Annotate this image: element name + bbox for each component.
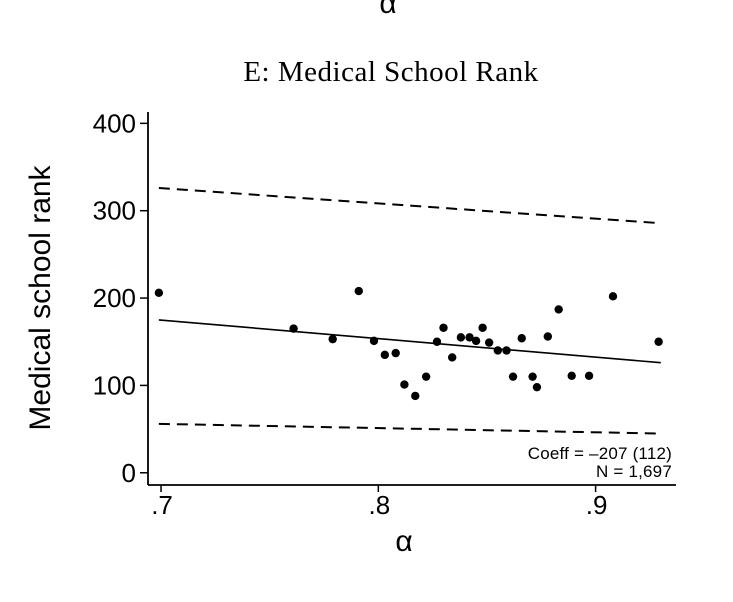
scatter-point	[456, 333, 466, 342]
x-tick-label: .7	[151, 490, 173, 520]
scatter-point	[478, 323, 487, 332]
ci-lower-line	[158, 422, 657, 435]
y-tick-label: 300	[93, 196, 136, 226]
scatter-point	[532, 382, 542, 392]
scatter-point	[608, 292, 618, 301]
scatter-point	[528, 372, 537, 381]
scatter-point	[328, 334, 337, 344]
y-tick-label: 0	[122, 458, 136, 488]
scatter-point	[465, 333, 474, 342]
scatter-point	[554, 305, 563, 314]
y-tick-label: 200	[93, 283, 136, 313]
scatter-point	[543, 332, 553, 341]
scatter-point	[502, 346, 511, 355]
x-tick-label: .8	[368, 490, 390, 520]
fit-line	[158, 319, 661, 364]
annotation-coeff: Coeff = –207 (112)	[528, 444, 672, 463]
scatter-point	[484, 338, 494, 347]
panel-title: E: Medical School Rank	[243, 56, 538, 88]
scatter-point	[508, 372, 518, 381]
scatter-point	[369, 336, 379, 346]
scatter-point	[421, 372, 431, 381]
top-axis-label-alpha: α	[379, 0, 396, 20]
scatter-point	[400, 380, 409, 389]
y-axis-title: Medical school rank	[24, 164, 57, 430]
scatter-point	[411, 391, 420, 401]
scatter-point	[432, 337, 442, 346]
scatter-point	[154, 288, 164, 298]
x-tick-label: .9	[586, 490, 608, 520]
scatter-point	[391, 348, 400, 358]
scatter-point	[567, 371, 576, 381]
scatter-point	[471, 336, 481, 346]
scatter-point	[584, 371, 594, 381]
scatter-point	[654, 337, 663, 346]
scatter-point	[380, 350, 390, 360]
y-tick-label: 400	[93, 108, 136, 138]
plot-area: 0 100 200 300 400 .7 .8 .9	[93, 108, 676, 520]
scatter-point	[439, 323, 448, 332]
x-axis-title: α	[395, 525, 412, 558]
scatter-point	[447, 353, 457, 362]
ci-upper-line	[158, 187, 657, 224]
scatter-point	[493, 346, 503, 355]
annotation-n: N = 1,697	[596, 462, 672, 481]
scatter-point	[354, 286, 363, 296]
y-tick-label: 100	[93, 370, 136, 400]
scatter-point	[289, 324, 298, 333]
scatter-point	[517, 334, 526, 343]
